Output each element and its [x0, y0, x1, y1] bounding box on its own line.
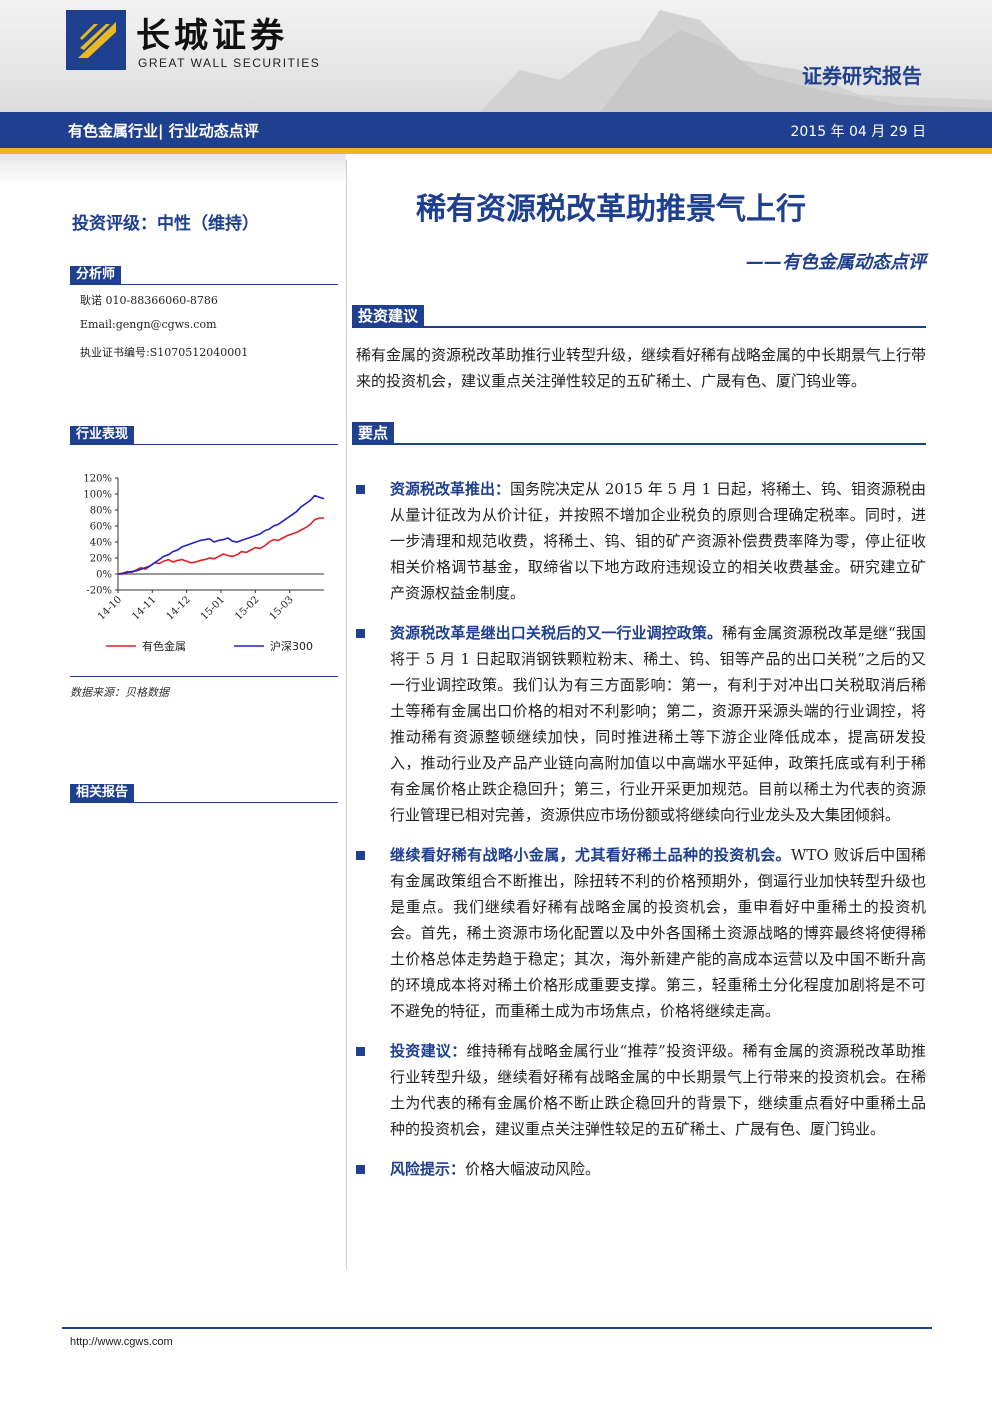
investment-rating: 投资评级：中性（维持） — [72, 214, 259, 234]
x-tick-label: 14-11 — [130, 594, 158, 622]
key-point-text: 国务院决定从 2015 年 5 月 1 日起，将稀土、钨、钼资源税由从量计征改为… — [390, 480, 926, 602]
footer-rule — [62, 1327, 932, 1329]
page-header: 长城证券 GREAT WALL SECURITIES 证券研究报告 — [0, 0, 992, 112]
key-point-lead: 投资建议： — [390, 1042, 467, 1060]
legend-label: 沪深300 — [270, 639, 313, 653]
related-reports-rule — [70, 802, 338, 803]
category-bar: 有色金属行业| 行业动态点评 2015 年 04 月 29 日 — [0, 112, 992, 148]
great-wall-logo-icon — [66, 10, 126, 70]
points-section-rule — [352, 443, 926, 445]
analyst-name-phone: 耿诺 010-88366060-8786 — [80, 294, 218, 307]
advice-summary: 稀有金属的资源税改革助推行业转型升级，继续看好稀有战略金属的中长期景气上行带来的… — [356, 346, 927, 390]
sidebar: 投资评级：中性（维持） 分析师 耿诺 010-88366060-8786 Ema… — [0, 154, 346, 1274]
key-point-text: 维持稀有战略金属行业“推荐”投资评级。稀有金属的资源税改革助推行业转型升级，继续… — [390, 1042, 926, 1138]
analyst-section-rule — [70, 284, 338, 285]
y-tick-label: 80% — [90, 506, 112, 517]
key-point-lead: 资源税改革是继出口关税后的又一行业调控政策。 — [390, 624, 723, 642]
y-tick-label: 120% — [83, 474, 112, 485]
analyst-email: Email:gengn@cgws.com — [80, 318, 217, 331]
data-source-note: 数据来源：贝格数据 — [70, 686, 169, 699]
advice-section-tag: 投资建议 — [352, 305, 425, 327]
bullet-square-icon — [356, 1165, 365, 1174]
key-point: 投资建议：维持稀有战略金属行业“推荐”投资评级。稀有金属的资源税改革助推行业转型… — [352, 1038, 926, 1142]
y-tick-label: -20% — [86, 586, 112, 597]
series-line — [118, 494, 325, 575]
x-tick-label: 15-02 — [233, 594, 261, 622]
key-point-text: 稀有金属资源税改革是继“我国将于 5 月 1 日起取消钢铁颗粒粉末、稀土、钨、钼… — [390, 624, 926, 824]
bullet-square-icon — [356, 485, 365, 494]
performance-section-rule — [70, 444, 338, 445]
industry-category: 有色金属行业| 行业动态点评 — [68, 122, 259, 140]
performance-chart-svg: 120% 100% 80% 60% 40% 20% 0% -20%14-10 14-11 14-1… — [83, 474, 325, 653]
performance-section-tag: 行业表现 — [70, 426, 135, 444]
analyst-section-tag: 分析师 — [70, 266, 122, 284]
y-tick-label: 100% — [83, 490, 112, 501]
key-point: 资源税改革推出：国务院决定从 2015 年 5 月 1 日起，将稀土、钨、钼资源… — [352, 476, 926, 606]
y-tick-label: 20% — [90, 554, 112, 565]
footer-url: http://www.cgws.com — [70, 1336, 173, 1348]
report-title: 稀有资源税改革助推景气上行 — [416, 192, 806, 227]
x-tick-label: 15-03 — [268, 594, 296, 622]
x-tick-label: 14-12 — [165, 594, 193, 622]
points-section-tag: 要点 — [352, 422, 395, 444]
bullet-square-icon — [356, 1047, 365, 1056]
industry-performance-chart: 120% 100% 80% 60% 40% 20% 0% -20% 14-10 14-11 14-1… — [66, 464, 340, 664]
logo-english-text: GREAT WALL SECURITIES — [138, 56, 321, 70]
y-tick-label: 40% — [90, 538, 112, 549]
key-point-lead: 风险提示： — [390, 1160, 466, 1178]
sidebar-shade — [0, 154, 346, 184]
analyst-license: 执业证书编号:S1070512040001 — [80, 346, 249, 359]
key-point-text: 价格大幅波动风险。 — [465, 1160, 601, 1178]
legend-label: 有色金属 — [142, 639, 186, 653]
gold-divider — [0, 148, 992, 154]
x-tick-label: 14-10 — [96, 594, 124, 622]
related-reports-tag: 相关报告 — [70, 784, 135, 802]
y-tick-label: 0% — [96, 570, 112, 581]
key-point: 风险提示：价格大幅波动风险。 — [352, 1156, 926, 1182]
advice-section-rule — [352, 326, 926, 328]
key-point: 继续看好稀有战略小金属，尤其看好稀土品种的投资机会。WTO 败诉后中国稀有金属政… — [352, 842, 926, 1024]
y-tick-label: 60% — [90, 522, 112, 533]
bullet-square-icon — [356, 851, 365, 860]
key-point: 资源税改革是继出口关税后的又一行业调控政策。稀有金属资源税改革是继“我国将于 5… — [352, 620, 926, 828]
great-wall-background-art — [480, 10, 992, 112]
report-type-label: 证券研究报告 — [802, 64, 922, 88]
column-divider — [346, 160, 347, 1270]
key-point-lead: 资源税改革推出： — [390, 480, 511, 498]
chart-bottom-rule — [70, 676, 338, 677]
bullet-square-icon — [356, 629, 365, 638]
key-point-lead: 继续看好稀有战略小金属，尤其看好稀土品种的投资机会。 — [390, 846, 791, 864]
logo-chinese-text: 长城证券 — [136, 16, 288, 56]
x-tick-label: 15-01 — [199, 594, 227, 622]
key-points-list: 资源税改革推出：国务院决定从 2015 年 5 月 1 日起，将稀土、钨、钼资源… — [352, 476, 926, 1196]
key-point-text: WTO 败诉后中国稀有金属政策组合不断推出，除扭转不利的价格预期外，倒逼行业加快… — [390, 846, 926, 1020]
report-subtitle: ——有色金属动态点评 — [746, 252, 926, 273]
report-date: 2015 年 04 月 29 日 — [790, 124, 926, 140]
